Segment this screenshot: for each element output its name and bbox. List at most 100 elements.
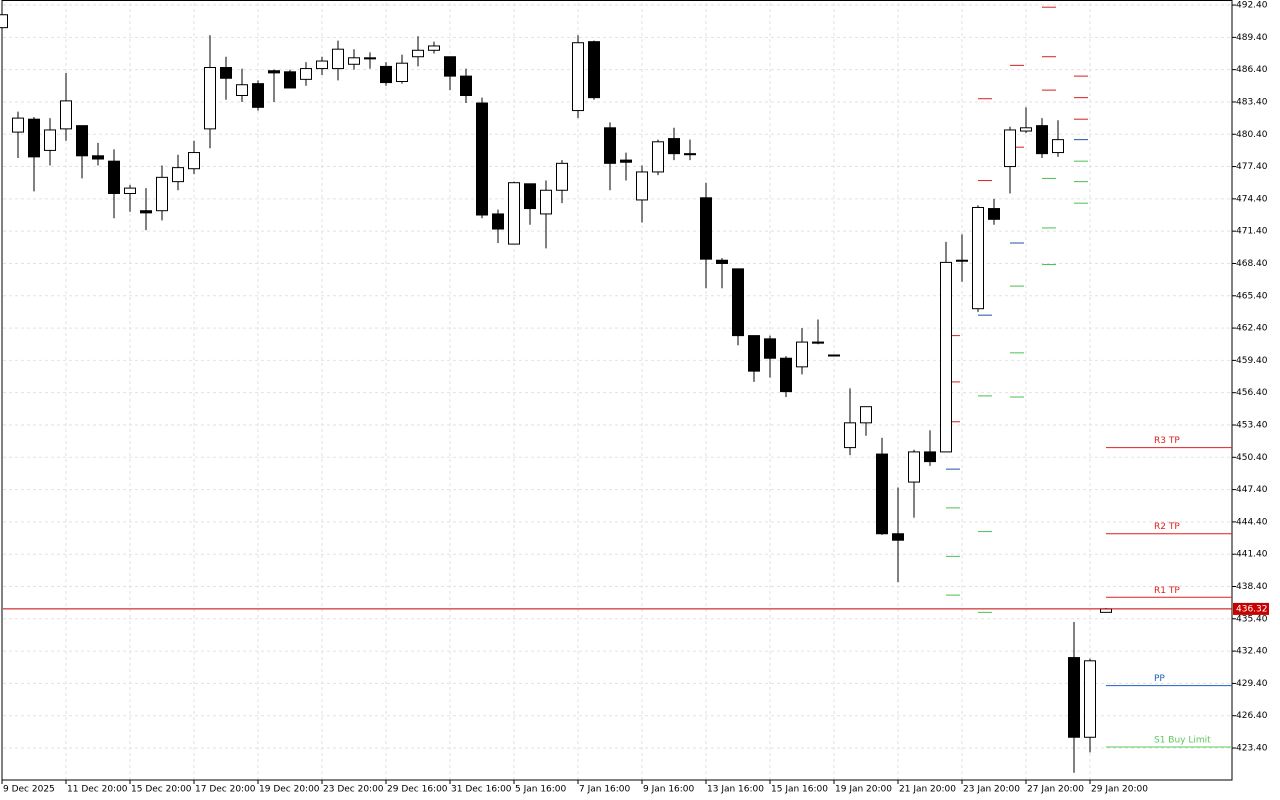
candle-body xyxy=(524,183,536,210)
y-tick-label: 471.40 xyxy=(1236,227,1268,237)
candle-body xyxy=(1004,129,1016,168)
y-tick-label: 489.40 xyxy=(1236,33,1268,43)
candle-body xyxy=(364,57,376,60)
candle-body xyxy=(908,451,920,483)
candle-body xyxy=(44,129,56,151)
y-tick-label: 432.40 xyxy=(1236,647,1268,657)
level-label: R2 TP xyxy=(1154,522,1180,532)
candle-body xyxy=(252,83,264,108)
candle-body xyxy=(380,65,392,84)
candle-body xyxy=(12,117,24,133)
candle-body xyxy=(588,41,600,99)
candle-body xyxy=(1084,660,1096,738)
candle-body xyxy=(348,57,360,65)
current-price-box xyxy=(1233,602,1269,615)
candle-body xyxy=(540,189,552,215)
x-tick-label: 19 Jan 20:00 xyxy=(835,785,892,795)
y-tick-label: 459.40 xyxy=(1236,356,1268,366)
candle-body xyxy=(76,125,88,157)
candle-body xyxy=(396,62,408,82)
y-tick-label: 450.40 xyxy=(1236,453,1268,463)
candle-body xyxy=(764,338,776,359)
candle-body xyxy=(604,127,616,164)
candle-body xyxy=(892,533,904,541)
candle-body xyxy=(700,197,712,260)
y-tick-label: 438.40 xyxy=(1236,582,1268,592)
x-tick-label: 15 Dec 20:00 xyxy=(131,785,192,795)
x-tick-label: 13 Jan 16:00 xyxy=(707,785,764,795)
x-tick-label: 5 Jan 16:00 xyxy=(515,785,567,795)
candle-body xyxy=(556,162,568,191)
y-tick-label: 426.40 xyxy=(1236,711,1268,721)
candle-body xyxy=(988,208,1000,220)
x-tick-label: 15 Jan 16:00 xyxy=(771,785,828,795)
candle-body xyxy=(1052,139,1064,154)
candle-body xyxy=(620,159,632,163)
candle-body xyxy=(828,354,840,357)
y-tick-label: 435.40 xyxy=(1236,614,1268,624)
y-tick-label: 474.40 xyxy=(1236,194,1268,204)
candle-body xyxy=(1036,125,1048,155)
y-tick-label: 441.40 xyxy=(1236,550,1268,560)
candle-body xyxy=(0,14,8,29)
y-tick-label: 447.40 xyxy=(1236,485,1268,495)
candle-body xyxy=(60,100,72,130)
level-label: R1 TP xyxy=(1154,586,1180,596)
y-tick-label: 486.40 xyxy=(1236,65,1268,75)
x-tick-label: 27 Jan 20:00 xyxy=(1027,785,1084,795)
candle-body xyxy=(172,167,184,183)
x-tick-label: 31 Dec 16:00 xyxy=(451,785,512,795)
x-tick-label: 9 Dec 2025 xyxy=(3,785,55,795)
x-tick-label: 17 Dec 20:00 xyxy=(195,785,256,795)
candle-body xyxy=(668,138,680,155)
candle-body xyxy=(204,66,216,130)
candle-body xyxy=(1100,608,1112,613)
candle-body xyxy=(220,66,232,79)
candle-body xyxy=(796,341,808,368)
x-tick-label: 29 Dec 16:00 xyxy=(387,785,448,795)
candle-body xyxy=(444,56,456,77)
candle-body xyxy=(748,335,760,372)
y-tick-label: 468.40 xyxy=(1236,259,1268,269)
candle-body xyxy=(716,259,728,264)
candle-body xyxy=(492,213,504,230)
x-tick-label: 7 Jan 16:00 xyxy=(579,785,631,795)
x-tick-label: 11 Dec 20:00 xyxy=(67,785,128,795)
level-label: R3 TP xyxy=(1154,436,1180,446)
x-tick-label: 9 Jan 16:00 xyxy=(643,785,695,795)
candle-body xyxy=(268,70,280,74)
candle-body xyxy=(1020,127,1032,132)
y-tick-label: 483.40 xyxy=(1236,97,1268,107)
x-tick-label: 23 Dec 20:00 xyxy=(323,785,384,795)
candle-body xyxy=(108,160,120,194)
candle-body xyxy=(636,171,648,201)
candle-body xyxy=(956,259,968,262)
candle-body xyxy=(332,48,344,70)
y-tick-label: 477.40 xyxy=(1236,162,1268,172)
candle-body xyxy=(508,182,520,245)
candle-body xyxy=(460,75,472,96)
y-tick-label: 423.40 xyxy=(1236,744,1268,754)
candle-body xyxy=(972,206,984,310)
y-tick-label: 480.40 xyxy=(1236,130,1268,140)
candle-body xyxy=(940,261,952,453)
candle-body xyxy=(140,210,152,214)
candle-body xyxy=(316,60,328,70)
candle-body xyxy=(284,71,296,89)
candle-body xyxy=(300,68,312,80)
y-tick-label: 465.40 xyxy=(1236,291,1268,301)
y-tick-label: 429.40 xyxy=(1236,679,1268,689)
candle-body xyxy=(428,45,440,51)
level-label: S1 Buy Limit xyxy=(1154,735,1211,745)
candle-body xyxy=(780,357,792,393)
y-tick-label: 444.40 xyxy=(1236,517,1268,527)
candle-body xyxy=(412,49,424,58)
current-price-label: 436.32 xyxy=(1236,604,1268,614)
plot-frame xyxy=(1,0,1233,781)
candle-body xyxy=(124,187,136,194)
candle-body xyxy=(188,152,200,170)
candle-body xyxy=(860,406,872,424)
